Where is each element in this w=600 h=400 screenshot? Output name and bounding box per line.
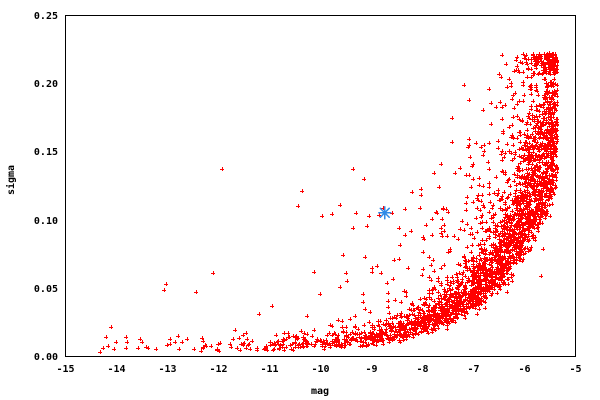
y-tick-label: 0.15: [34, 147, 58, 158]
y-tick-label: 0.20: [34, 79, 58, 90]
y-tick-label: 0.05: [34, 284, 58, 295]
data-points-red: [98, 51, 559, 354]
x-tick-label: -11: [260, 364, 278, 375]
x-tick-label: -14: [107, 364, 125, 375]
x-tick-label: -9: [365, 364, 377, 375]
x-axis-label: mag: [311, 386, 329, 397]
y-tick-label: 0.00: [34, 352, 58, 363]
x-tick-label: -12: [209, 364, 227, 375]
x-tick-label: -10: [311, 364, 329, 375]
x-tick-label: -8: [416, 364, 428, 375]
y-axis-label: sigma: [5, 165, 17, 195]
plot-border: [65, 15, 576, 357]
x-tick-label: -13: [158, 364, 176, 375]
y-tick-label: 0.10: [34, 216, 58, 227]
x-tick-label: -15: [56, 364, 74, 375]
highlighted-point-asterisk: [378, 206, 392, 220]
x-tick-labels: -15 -14 -13 -12 -11 -10 -9 -8 -7 -6 -5: [56, 364, 581, 375]
x-tick-label: -6: [518, 364, 530, 375]
x-tick-label: -7: [467, 364, 479, 375]
y-tick-label: 0.25: [34, 11, 58, 22]
y-tick-labels: 0.00 0.05 0.10 0.15 0.20 0.25: [34, 11, 58, 363]
x-tick-label: -5: [569, 364, 581, 375]
